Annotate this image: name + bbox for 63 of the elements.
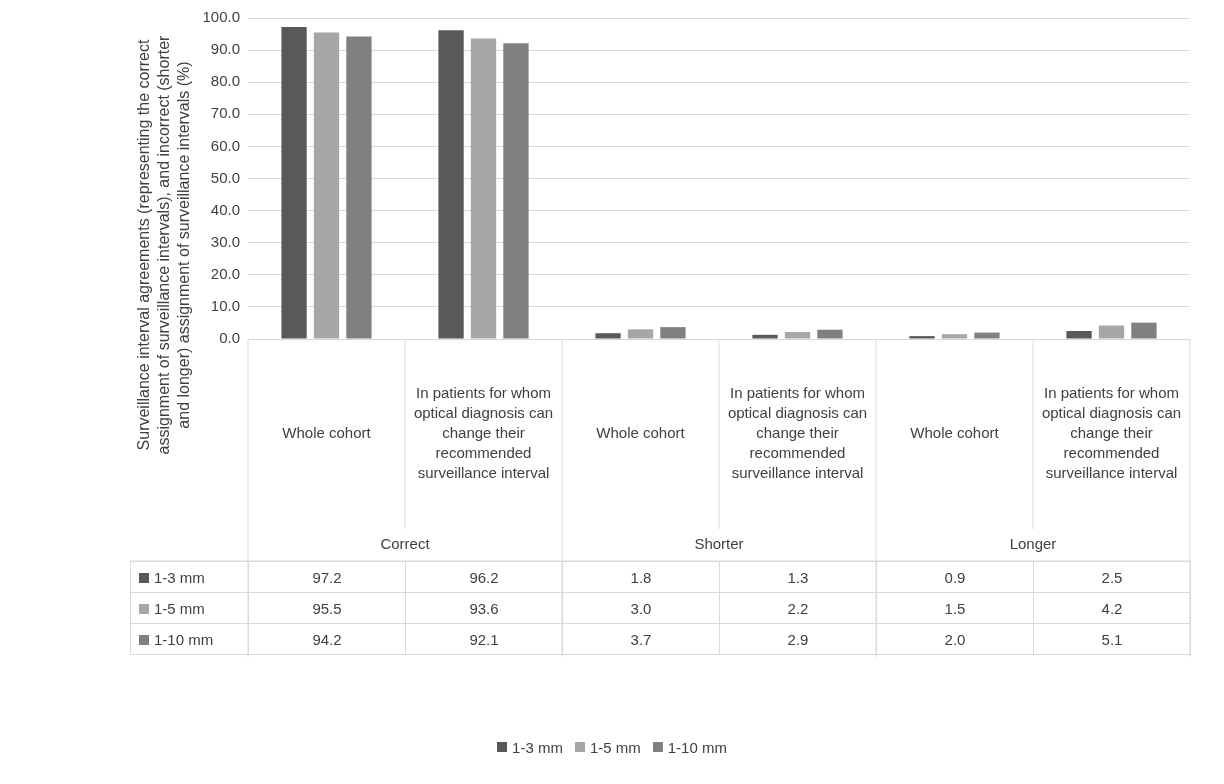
text: 1-10 mm — [667, 738, 727, 756]
x-tick-label: In patients for whom optical diagnosis can change their recommended surveillance interval — [413, 384, 554, 482]
data-label: 1.5 — [876, 592, 1034, 624]
y-tick-label: 90.0 — [210, 40, 240, 58]
y-tick-label: 30.0 — [210, 232, 240, 250]
data-label: 0.9 — [876, 561, 1034, 593]
bar — [1098, 325, 1125, 339]
bar — [909, 336, 935, 339]
legend-label: 1-10 mm — [154, 630, 214, 648]
bar — [595, 333, 621, 339]
x-tick-label: Whole cohort — [596, 424, 686, 442]
bar — [941, 334, 968, 339]
text: Shorter — [694, 535, 744, 553]
y-tick-label: 60.0 — [210, 136, 240, 154]
y-tick-label: 20.0 — [210, 264, 240, 282]
text: 1-5 mm — [589, 738, 641, 756]
data-label: 1.3 — [719, 561, 877, 593]
bar — [281, 26, 307, 339]
text: 1-3 mm — [512, 738, 563, 756]
data-label: 2.2 — [719, 592, 877, 624]
bar — [1066, 330, 1092, 339]
legend-label: 1-3 mm — [154, 568, 205, 586]
data-label: 5.1 — [1033, 623, 1191, 655]
data-label: 97.2 — [248, 561, 406, 593]
bar — [438, 30, 464, 339]
data-label: 3.0 — [562, 592, 720, 624]
data-label: 92.1 — [405, 623, 563, 655]
bar — [784, 331, 811, 339]
x-tick-label: Whole cohort — [282, 424, 372, 442]
data-label: 94.2 — [248, 623, 406, 655]
x-tick-label: Whole cohort — [910, 424, 1000, 442]
data-label: 2.9 — [719, 623, 877, 655]
bar — [1131, 322, 1157, 339]
bar — [817, 329, 843, 339]
data-label: 3.7 — [562, 623, 720, 655]
bar — [503, 43, 529, 339]
y-tick-label: 70.0 — [210, 104, 240, 122]
data-label: 93.6 — [405, 592, 563, 624]
bar — [470, 38, 497, 339]
y-tick-label: 80.0 — [210, 72, 240, 90]
bar — [974, 332, 1000, 339]
text: Longer — [1009, 535, 1057, 553]
data-label: 4.2 — [1033, 592, 1191, 624]
y-tick-label: 0.0 — [219, 329, 240, 347]
x-tick-label: In patients for whom optical diagnosis can change their recommended surveillance interval — [727, 384, 868, 482]
bar — [627, 329, 654, 339]
text: Correct — [380, 535, 431, 553]
bar — [752, 334, 778, 339]
y-tick-label: 40.0 — [210, 200, 240, 218]
data-label: 2.5 — [1033, 561, 1191, 593]
y-tick-label: 10.0 — [210, 297, 240, 315]
data-label: 96.2 — [405, 561, 563, 593]
y-axis-title: Surveillance interval agreements (representing the correct assignment of surveillance intervals), and incorrect (shorter and longer) assignment of surveillance intervals (%) — [135, 34, 193, 455]
y-tick-label: 100.0 — [202, 8, 240, 26]
data-label: 95.5 — [248, 592, 406, 624]
bar — [313, 32, 340, 339]
bar — [346, 36, 372, 339]
y-tick-label: 50.0 — [210, 168, 240, 186]
data-label: 2.0 — [876, 623, 1034, 655]
bar — [660, 327, 686, 339]
legend-label: 1-5 mm — [154, 599, 205, 617]
x-tick-label: In patients for whom optical diagnosis can change their recommended surveillance interval — [1041, 384, 1182, 482]
data-label: 1.8 — [562, 561, 720, 593]
